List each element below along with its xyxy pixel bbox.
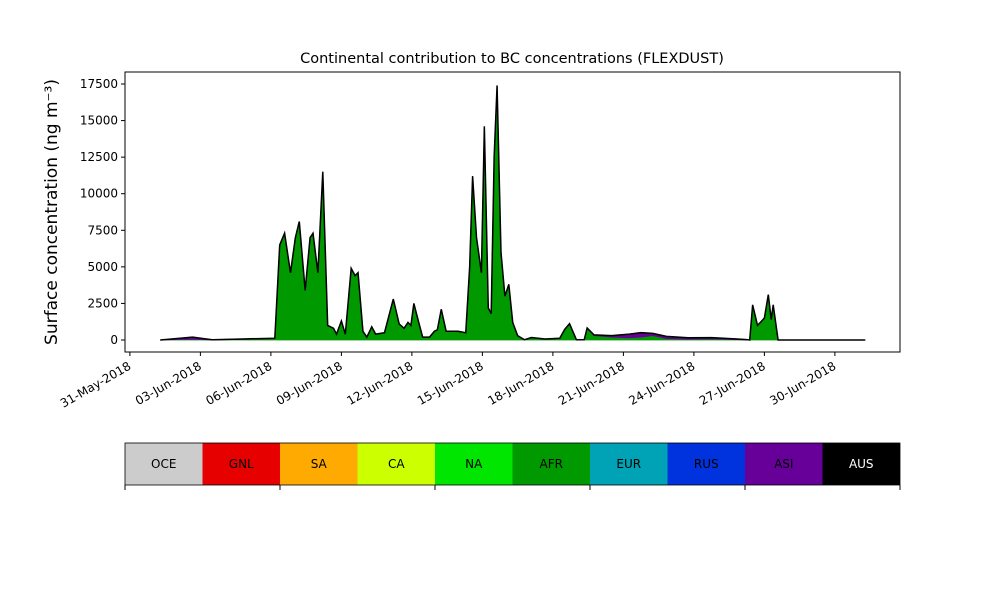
- legend-swatch: [125, 443, 203, 485]
- area: [160, 85, 866, 341]
- x-tick-label: 30-Jun-2018: [767, 359, 838, 408]
- legend-label: RUS: [694, 457, 719, 471]
- legend-swatch: [667, 443, 745, 485]
- x-tick-label: 27-Jun-2018: [697, 359, 768, 408]
- x-tick-label: 18-Jun-2018: [485, 359, 556, 408]
- legend-swatch: [745, 443, 823, 485]
- legend-swatch: [202, 443, 280, 485]
- legend-label: OCE: [151, 457, 176, 471]
- legend-label: AFR: [540, 457, 563, 471]
- x-tick-label: 21-Jun-2018: [556, 359, 627, 408]
- plot-frame: [124, 71, 901, 353]
- area: [160, 85, 866, 341]
- y-tick-label: 0: [110, 333, 118, 347]
- y-tick-label: 15000: [80, 114, 118, 128]
- y-tick-label: 7500: [87, 223, 118, 237]
- x-tick-label: 24-Jun-2018: [626, 359, 697, 408]
- legend-swatch: [512, 443, 590, 485]
- legend-label: NA: [465, 457, 483, 471]
- legend-frame: [124, 442, 901, 486]
- legend-label: ASI: [774, 457, 793, 471]
- legend-label: GNL: [229, 457, 254, 471]
- y-tick-label: 10000: [80, 187, 118, 201]
- total-outline: [160, 85, 866, 341]
- legend-swatch: [280, 443, 358, 485]
- legend-label: EUR: [616, 457, 641, 471]
- y-tick-label: 17500: [80, 77, 118, 91]
- chart-title: Continental contribution to BC concentra…: [300, 51, 724, 67]
- x-tick-label: 15-Jun-2018: [415, 359, 486, 408]
- legend-label: SA: [311, 457, 328, 471]
- legend-swatch: [590, 443, 668, 485]
- y-axis-label: Surface concentration (ng m⁻³): [42, 79, 62, 345]
- legend-label: CA: [388, 457, 405, 471]
- legend-swatch: [435, 443, 513, 485]
- legend-label: AUS: [849, 457, 874, 471]
- x-tick-label: 31-May-2018: [58, 359, 133, 411]
- legend-swatch: [822, 443, 900, 485]
- legend-swatch: [357, 443, 435, 485]
- y-tick-label: 12500: [80, 150, 118, 164]
- y-tick-label: 2500: [87, 296, 118, 310]
- x-tick-label: 06-Jun-2018: [203, 359, 274, 408]
- x-tick-label: 12-Jun-2018: [344, 359, 415, 408]
- x-tick-label: 03-Jun-2018: [133, 359, 204, 408]
- y-tick-label: 5000: [87, 260, 118, 274]
- x-tick-label: 09-Jun-2018: [274, 359, 345, 408]
